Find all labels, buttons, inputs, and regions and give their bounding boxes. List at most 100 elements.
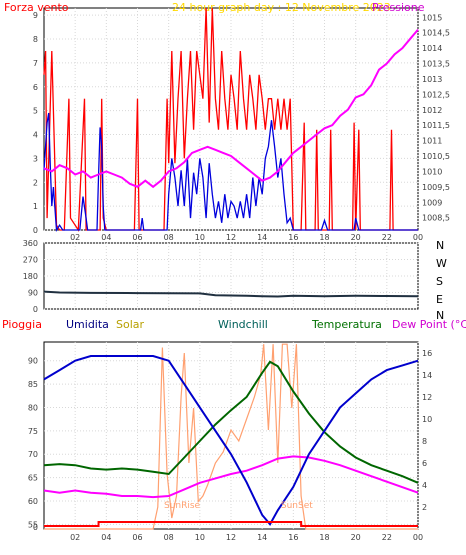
x-tick-label: 00	[413, 533, 423, 542]
pressure-tick-label: 1008,5	[422, 214, 450, 223]
direction-gridlines	[44, 242, 419, 310]
pressure-tick-label: 1010,5	[422, 152, 450, 161]
wind-speed-tick-label: 6	[33, 83, 38, 92]
series-line-pioggia	[44, 521, 418, 527]
series-line-solar	[44, 343, 418, 530]
temperature-tick-label: 10	[422, 415, 432, 424]
wind-speed-tick-label: 0	[33, 226, 38, 235]
sunrise-label: SunRise	[164, 501, 201, 511]
x-tick-label: 20	[351, 533, 361, 542]
pressure-tick-label: 1009	[422, 198, 442, 207]
pressure-tick-label: 1012,5	[422, 90, 450, 99]
rain-axis-start-label: 0	[33, 523, 38, 532]
wind-speed-tick-label: 3	[33, 154, 38, 163]
x-tick-label: 06	[132, 233, 142, 242]
pressure-tick-label: 1014	[422, 44, 442, 53]
humidity-tick-label: 65	[28, 474, 38, 483]
x-tick-label: 18	[319, 233, 329, 242]
pressure-tick-label: 1012	[422, 106, 442, 115]
legend-entry: Pioggia	[2, 318, 42, 331]
humidity-tick-label: 75	[28, 427, 38, 436]
temperature-tick-label: 2	[422, 503, 427, 512]
x-tick-label: 08	[164, 533, 174, 542]
humidity-tick-label: 70	[28, 450, 38, 459]
temperature-tick-label: 6	[422, 459, 427, 468]
humidity-tick-labels: 55 60 65 70 75 80 85 90 0	[28, 357, 38, 532]
wind-speed-axis-title: Forza vento	[4, 1, 69, 14]
humidity-tick-label: 60	[28, 497, 38, 506]
x-tick-label: 12	[226, 233, 236, 242]
x-tick-label: 10	[195, 533, 205, 542]
wind-gridlines	[44, 8, 419, 231]
direction-tick-label: 270	[23, 256, 38, 265]
x-tick-label: 16	[288, 233, 298, 242]
wind-speed-tick-label: 2	[33, 178, 38, 187]
x-tick-label: 06	[132, 533, 142, 542]
x-tick-label: 02	[70, 533, 80, 542]
x-tick-label: 12	[226, 533, 236, 542]
direction-tick-label: 180	[23, 272, 38, 281]
pressure-tick-label: 1015	[422, 13, 442, 22]
compass-label: E	[436, 293, 443, 306]
direction-series	[43, 290, 419, 298]
legend-entry: Dew Point (°C)	[392, 318, 466, 331]
wind-x-tick-labels: 02 04 06 08 10 12 14 16 18 20 22 00	[70, 233, 423, 242]
series-line-umidita	[43, 355, 419, 527]
pressure-tick-label: 1013,5	[422, 60, 450, 69]
wind-direction-line	[43, 290, 419, 298]
temperature-tick-label: 8	[422, 437, 427, 446]
x-tick-label: 14	[257, 233, 267, 242]
direction-tick-label: 90	[28, 289, 38, 298]
pressure-tick-label: 1010	[422, 167, 442, 176]
x-tick-label: 02	[70, 233, 80, 242]
direction-tick-label: 0	[33, 305, 38, 314]
compass-label: N	[436, 309, 444, 322]
sunset-label: SunSet	[281, 501, 313, 511]
wind-speed-tick-label: 5	[33, 107, 38, 116]
x-tick-label: 16	[288, 533, 298, 542]
legend-entry: Umidita	[66, 318, 109, 331]
x-tick-label: 04	[101, 233, 111, 242]
x-tick-label: 04	[101, 533, 111, 542]
direction-tick-labels: 0 90 180 270 360	[23, 239, 38, 314]
chart-title: 24 hour graph day : 12 Novembre 2023	[172, 1, 391, 14]
humidity-tick-label: 90	[28, 357, 38, 366]
humidity-tick-label: 85	[28, 380, 38, 389]
temperature-tick-label: 16	[422, 349, 432, 358]
pressure-tick-label: 1013	[422, 75, 442, 84]
wind-speed-tick-label: 1	[33, 202, 38, 211]
humidity-tick-label: 80	[28, 403, 38, 412]
pressure-axis-title: Pressione	[372, 1, 425, 14]
legend-entry: Windchill	[218, 318, 268, 331]
temperature-tick-label: 12	[422, 393, 432, 402]
sun-annotations: SunRise SunSet	[164, 501, 313, 511]
pressure-tick-label: 1011	[422, 137, 442, 146]
x-tick-label: 18	[319, 533, 329, 542]
x-tick-label: 20	[351, 233, 361, 242]
series-line-2	[43, 28, 419, 189]
wind-speed-tick-label: 9	[33, 11, 38, 20]
x-tick-label: 10	[195, 233, 205, 242]
x-tick-label: 14	[257, 533, 267, 542]
x-tick-label: 08	[164, 233, 174, 242]
humidity-tick-label: 55	[28, 520, 38, 529]
x-tick-label: 22	[382, 233, 392, 242]
compass-label: N	[436, 239, 444, 252]
series-line-dew-point	[43, 455, 419, 499]
wind-speed-tick-label: 8	[33, 35, 38, 44]
temperature-series	[43, 343, 419, 530]
compass-label: W	[436, 257, 447, 270]
legend-entry: Solar	[116, 318, 145, 331]
legend: Pioggia Umidita Solar Windchill Temperatura D…	[2, 318, 466, 331]
temperature-tick-labels: 2 4 6 8 10 12 14 16	[422, 349, 432, 512]
wind-pressure-series	[43, 7, 419, 233]
legend-entry: Temperatura	[311, 318, 382, 331]
wind-speed-tick-label: 4	[33, 131, 38, 140]
wind-speed-tick-label: 7	[33, 59, 38, 68]
wind-speed-tick-labels: 0 1 2 3 4 5 6 7 8 9	[33, 11, 38, 235]
x-tick-label: 22	[382, 533, 392, 542]
temperature-tick-label: 4	[422, 481, 427, 490]
